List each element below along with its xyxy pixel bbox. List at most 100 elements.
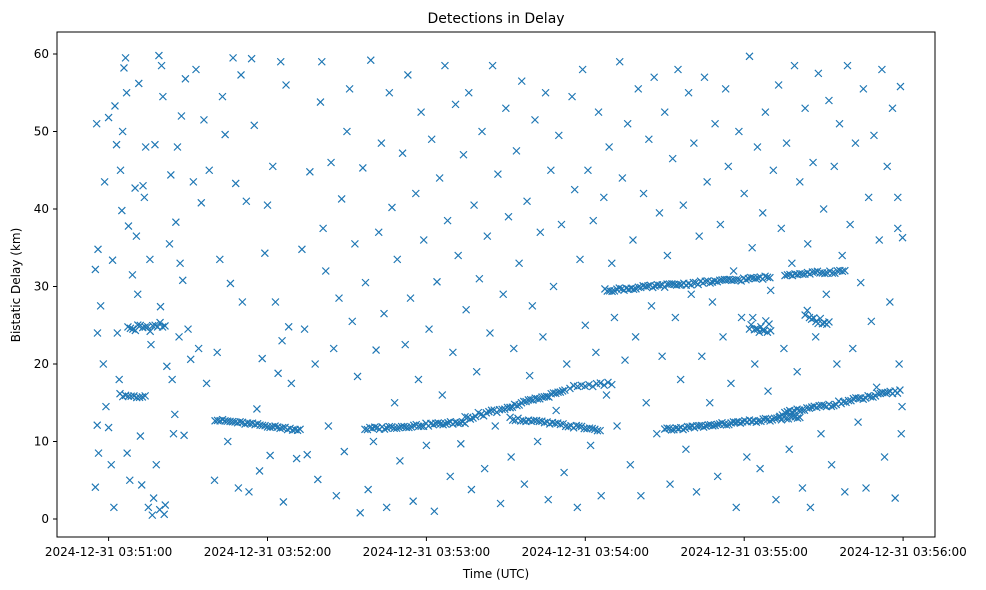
data-point — [774, 81, 783, 89]
data-point — [321, 267, 330, 275]
data-point — [258, 354, 267, 363]
data-point — [439, 420, 448, 429]
data-point — [615, 284, 624, 292]
data-point — [99, 360, 108, 368]
data-point — [509, 344, 518, 353]
data-point — [576, 255, 584, 264]
data-point — [139, 181, 147, 190]
data-point — [795, 177, 804, 186]
data-point — [533, 394, 542, 403]
data-point — [464, 88, 473, 97]
data-point — [513, 401, 521, 410]
data-point — [356, 508, 365, 517]
data-point — [618, 174, 627, 182]
data-point — [113, 329, 122, 337]
data-point — [478, 127, 486, 136]
data-point — [597, 491, 606, 500]
data-point — [403, 71, 412, 79]
data-point — [711, 421, 720, 430]
data-point — [316, 98, 325, 106]
data-point — [740, 189, 749, 198]
data-point — [667, 280, 676, 288]
data-point — [332, 491, 341, 500]
data-point — [116, 166, 125, 175]
data-point — [140, 193, 149, 202]
data-point — [862, 484, 870, 492]
data-point — [642, 398, 651, 407]
data-point — [787, 259, 796, 268]
data-point — [746, 273, 755, 282]
data-point — [885, 298, 894, 306]
data-point — [554, 131, 563, 140]
data-point — [758, 208, 767, 217]
data-point — [682, 445, 690, 454]
data-point — [838, 267, 847, 276]
data-point — [242, 197, 251, 206]
data-point — [604, 378, 612, 387]
data-point — [586, 441, 595, 450]
data-point — [793, 414, 802, 422]
data-point — [859, 84, 868, 93]
data-point — [607, 259, 616, 268]
data-point — [520, 480, 529, 489]
data-point — [893, 193, 902, 202]
data-point — [166, 170, 175, 179]
data-point — [317, 57, 326, 66]
data-point — [417, 108, 426, 117]
data-point — [881, 388, 890, 397]
data-point — [679, 425, 687, 434]
data-point — [169, 429, 178, 438]
data-point — [156, 318, 164, 327]
data-point — [104, 113, 113, 122]
data-point — [202, 379, 211, 388]
data-point — [506, 403, 515, 412]
data-point — [608, 287, 616, 296]
data-point — [803, 306, 812, 315]
data-point — [549, 282, 558, 291]
data-point — [573, 503, 582, 512]
data-point — [197, 198, 206, 207]
x-tick-label: 2024-12-31 03:51:00 — [45, 545, 172, 559]
data-point — [877, 65, 886, 74]
data-point — [748, 313, 757, 322]
data-point — [594, 108, 603, 117]
data-point — [687, 290, 696, 299]
data-point — [552, 406, 561, 415]
data-point — [727, 379, 735, 388]
data-point — [663, 251, 672, 260]
data-point — [184, 325, 192, 334]
data-point — [718, 418, 726, 427]
data-point — [398, 149, 407, 158]
data-point — [566, 384, 574, 393]
data-point — [745, 52, 754, 61]
data-point — [158, 92, 167, 101]
data-point — [621, 356, 629, 365]
data-point — [498, 405, 507, 414]
data-point — [780, 344, 788, 353]
data-point — [753, 143, 762, 151]
data-point — [766, 286, 775, 295]
data-point — [754, 416, 763, 425]
data-point — [135, 393, 144, 402]
data-point — [840, 266, 849, 275]
data-point — [223, 437, 232, 446]
data-point — [556, 388, 565, 396]
data-point — [596, 426, 605, 435]
data-point — [578, 65, 587, 74]
data-point — [713, 472, 722, 481]
data-point — [822, 290, 831, 299]
data-point — [593, 426, 602, 435]
data-point — [434, 419, 443, 427]
data-point — [766, 417, 774, 425]
data-point — [173, 143, 182, 151]
data-point — [554, 388, 562, 397]
data-point — [433, 277, 441, 286]
data-point — [708, 421, 717, 430]
data-point — [148, 321, 157, 330]
data-point — [215, 255, 224, 264]
data-point — [293, 426, 302, 435]
data-point — [702, 422, 710, 430]
data-point — [817, 429, 825, 438]
data-point — [507, 453, 516, 461]
